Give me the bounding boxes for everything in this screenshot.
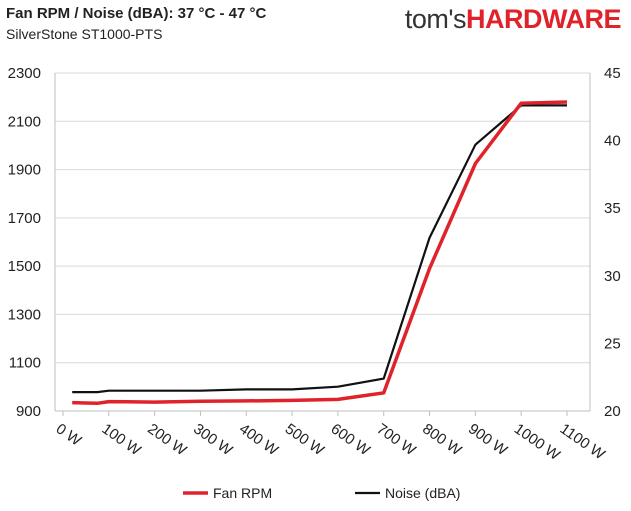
y-axis-left-ticks: 900 1100 1300 1500 1700 1900 2100 2300 — [8, 65, 41, 420]
series-lines — [72, 100, 568, 406]
y-tick-label-left: 1900 — [8, 162, 41, 179]
brand-logo-part1: tom's — [404, 4, 467, 34]
chart-subtitle: SilverStone ST1000-PTS — [6, 26, 163, 42]
x-tick-label: 200 W — [144, 420, 190, 459]
series-line-fan-rpm — [72, 100, 568, 406]
x-tick-label: 300 W — [190, 420, 236, 459]
x-tick-label: 1000 W — [511, 420, 564, 464]
y-axis-right-ticks: 20 25 30 35 40 45 — [604, 65, 621, 420]
series-line-noise — [72, 104, 567, 394]
legend-label-noise: Noise (dBA) — [385, 485, 460, 501]
legend-label-fan-rpm: Fan RPM — [213, 485, 272, 501]
x-tick-label: 1100 W — [557, 420, 609, 463]
y-tick-label-left: 1700 — [8, 210, 41, 227]
y-tick-label-right: 35 — [604, 200, 621, 217]
brand-logo: tom'sHARDWARE — [404, 4, 622, 35]
gridlines — [55, 72, 590, 364]
y-tick-label-left: 2100 — [8, 113, 41, 130]
x-tick-label: 600 W — [328, 420, 374, 459]
x-tick-label: 400 W — [236, 420, 282, 459]
x-tick-label: 900 W — [465, 420, 511, 459]
y-tick-label-right: 25 — [604, 335, 621, 352]
x-tick-label: 0 W — [53, 420, 85, 450]
x-tick-label: 500 W — [282, 420, 328, 459]
chart-title: Fan RPM / Noise (dBA): 37 °C - 47 °C — [6, 5, 267, 22]
axes — [54, 73, 591, 412]
y-tick-label-left: 1100 — [9, 355, 41, 372]
y-tick-label-right: 30 — [604, 268, 621, 285]
brand-logo-part2: HARDWARE — [466, 4, 622, 34]
legend: Fan RPM Noise (dBA) — [183, 485, 460, 501]
y-tick-label-right: 40 — [604, 133, 621, 150]
y-tick-label-right: 45 — [604, 65, 621, 82]
x-axis-ticks: 0 W 100 W 200 W 300 W 400 W 500 W 600 W 700 W 80… — [53, 411, 609, 464]
x-tick-label: 100 W — [99, 420, 145, 459]
y-tick-label-right: 20 — [604, 403, 621, 420]
x-tick-label: 700 W — [373, 420, 419, 459]
y-tick-label-left: 2300 — [8, 65, 41, 82]
y-tick-label-left: 900 — [16, 403, 41, 420]
y-tick-label-left: 1500 — [8, 258, 41, 275]
y-tick-label-left: 1300 — [8, 306, 41, 323]
x-tick-label: 800 W — [419, 420, 465, 459]
